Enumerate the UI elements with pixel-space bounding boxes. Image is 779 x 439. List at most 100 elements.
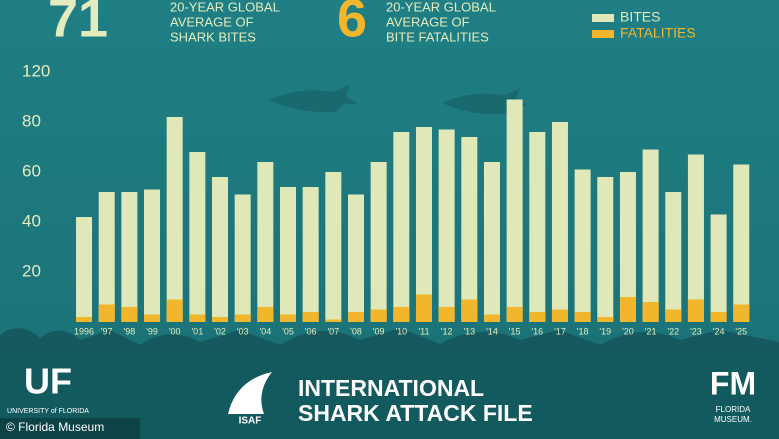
x-tick-label: '00	[169, 326, 181, 336]
bar	[529, 132, 546, 322]
bar	[76, 217, 93, 322]
bar	[483, 314, 500, 322]
bar	[347, 312, 364, 322]
x-tick-label: '21	[645, 326, 657, 336]
bar	[551, 309, 568, 322]
bar	[597, 177, 614, 322]
bar	[438, 129, 455, 322]
shark-silhouette	[442, 88, 528, 115]
x-tick-label: '18	[577, 326, 589, 336]
x-tick-label: '99	[146, 326, 158, 336]
bar	[189, 314, 206, 322]
bar	[144, 189, 161, 322]
bar	[415, 294, 432, 322]
bar	[665, 309, 682, 322]
bar	[687, 299, 704, 322]
x-tick-label: '20	[622, 326, 634, 336]
fatalities-caption: AVERAGE OF	[386, 14, 470, 29]
coral-decoration	[0, 328, 779, 360]
bar	[461, 137, 478, 322]
bar	[302, 312, 319, 322]
x-tick-label: '19	[599, 326, 611, 336]
x-tick-label: '05	[282, 326, 294, 336]
watermark: © Florida Museum	[6, 420, 104, 434]
x-tick-label: '01	[191, 326, 203, 336]
bar	[393, 132, 410, 322]
bar	[76, 317, 93, 322]
shark-silhouette	[268, 84, 358, 113]
x-tick-label: '17	[554, 326, 566, 336]
bar	[506, 99, 523, 322]
bar	[212, 177, 229, 322]
legend-label: FATALITIES	[620, 25, 696, 41]
bites-caption: AVERAGE OF	[170, 14, 254, 29]
bar	[710, 214, 727, 322]
legend-label: BITES	[620, 9, 660, 25]
bar	[687, 154, 704, 322]
x-tick-label: '98	[123, 326, 135, 336]
y-tick-label: 80	[22, 111, 41, 130]
y-tick-label: 120	[22, 61, 50, 80]
fatalities-caption: BITE FATALITIES	[386, 29, 489, 44]
footer-title: SHARK ATTACK FILE	[298, 400, 533, 426]
bar	[438, 307, 455, 322]
bar	[551, 122, 568, 322]
bar	[144, 314, 161, 322]
bar	[280, 314, 297, 322]
y-tick-label: 20	[22, 261, 41, 280]
bar	[212, 317, 229, 322]
bar	[574, 169, 591, 322]
bar	[189, 152, 206, 322]
footer-title: INTERNATIONAL	[298, 375, 484, 401]
bar	[325, 319, 342, 322]
x-tick-label: '14	[486, 326, 498, 336]
x-tick-label: '13	[463, 326, 475, 336]
bar	[302, 187, 319, 322]
x-tick-label: '24	[713, 326, 725, 336]
isaf-fin	[228, 372, 272, 414]
bar	[325, 172, 342, 322]
bar	[597, 317, 614, 322]
uf-logo: UF	[24, 361, 72, 402]
bar	[166, 299, 183, 322]
x-tick-label: '04	[259, 326, 271, 336]
bites-average: 71	[48, 0, 108, 48]
bar	[347, 194, 364, 322]
legend-swatch	[592, 14, 614, 22]
x-tick-label: '03	[237, 326, 249, 336]
bar	[98, 304, 115, 322]
bar	[280, 187, 297, 322]
bar	[642, 302, 659, 322]
bar	[619, 172, 636, 322]
bar	[234, 314, 251, 322]
bar	[619, 297, 636, 322]
uf-name: UNIVERSITY of FLORIDA	[7, 408, 89, 415]
x-tick-label: '22	[667, 326, 679, 336]
bar	[393, 307, 410, 322]
x-tick-label: '08	[350, 326, 362, 336]
bar	[642, 149, 659, 322]
x-tick-label: '09	[373, 326, 385, 336]
fatalities-caption: 20-YEAR GLOBAL	[386, 0, 496, 14]
bar	[461, 299, 478, 322]
bar	[121, 307, 138, 322]
bites-caption: SHARK BITES	[170, 29, 256, 44]
x-tick-label: '25	[735, 326, 747, 336]
fm-name: MUSEUM.	[714, 415, 752, 424]
bar	[483, 162, 500, 322]
bar	[506, 307, 523, 322]
watermark-box	[0, 418, 140, 439]
x-tick-label: '07	[327, 326, 339, 336]
bar	[234, 194, 251, 322]
bar	[121, 192, 138, 322]
bar	[370, 309, 387, 322]
fm-logo: FM	[710, 365, 756, 401]
x-tick-label: 1996	[74, 326, 94, 336]
bar	[733, 164, 750, 322]
bar	[733, 304, 750, 322]
bar	[710, 312, 727, 322]
x-tick-label: '10	[395, 326, 407, 336]
bar	[257, 162, 274, 322]
x-tick-label: '06	[305, 326, 317, 336]
